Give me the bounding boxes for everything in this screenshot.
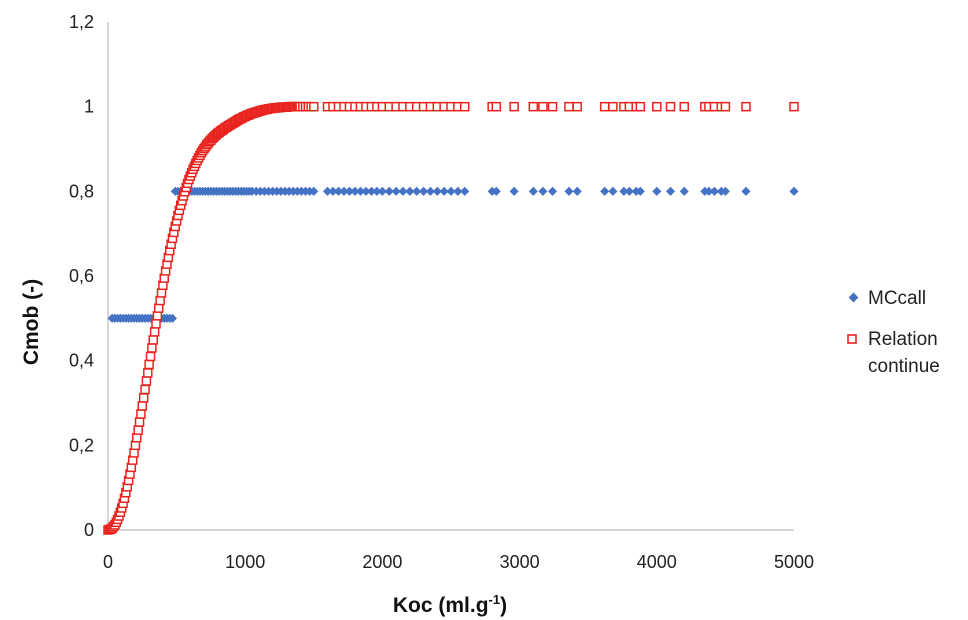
y-tick-label: 1,2 (69, 12, 94, 32)
data-point-relation-continue (720, 101, 731, 112)
data-point-relation-continue (144, 359, 154, 370)
data-point-relation-continue (138, 393, 149, 403)
data-point-mccall (377, 186, 387, 196)
data-point-relation-continue (509, 101, 519, 112)
y-tick-label: 0 (84, 520, 94, 540)
data-point-relation-continue (155, 295, 165, 306)
data-point-mccall (679, 186, 689, 196)
data-point-mccall (405, 186, 415, 196)
legend-item-relation-continue: Relation continue (847, 329, 940, 377)
data-point-relation-continue (599, 101, 610, 112)
data-point-relation-continue (132, 432, 142, 443)
y-axis: 0 0,2 0,4 0,6 0,8 1 1,2 (69, 12, 109, 540)
data-point-mccall (509, 186, 519, 196)
series-mccall (107, 186, 799, 323)
data-point-mccall (548, 186, 558, 196)
x-tick-label: 4000 (637, 552, 677, 572)
legend: MCcall Relation continue (847, 288, 940, 377)
data-point-relation-continue (309, 101, 319, 112)
data-point-relation-continue (130, 440, 141, 451)
y-tick-labels: 0 0,2 0,4 0,6 0,8 1 1,2 (69, 12, 94, 540)
data-point-relation-continue (149, 327, 160, 337)
data-point-relation-continue (145, 351, 156, 362)
y-tick-label: 0,6 (69, 266, 94, 286)
data-point-relation-continue (151, 319, 161, 329)
data-point-relation-continue (133, 425, 143, 435)
data-point-mccall (608, 186, 618, 196)
data-point-relation-continue (564, 101, 574, 112)
data-point-mccall (704, 186, 714, 196)
data-point-mccall (167, 313, 178, 323)
data-point-relation-continue (679, 101, 689, 112)
data-point-mccall (350, 186, 360, 196)
data-point-relation-continue (147, 343, 157, 353)
data-point-relation-continue (134, 417, 145, 427)
data-point-relation-continue (665, 101, 676, 112)
x-tick-labels: 0 1000 2000 3000 4000 5000 (103, 552, 814, 572)
data-point-mccall (344, 186, 354, 196)
legend-marker-diamond (848, 292, 859, 303)
data-point-mccall (665, 186, 676, 196)
data-point-mccall (538, 186, 548, 196)
x-axis-title-main: Koc (ml.g (393, 594, 489, 617)
data-point-relation-continue (528, 101, 539, 112)
y-tick-label: 0,4 (69, 351, 94, 371)
y-axis-title: Cmob (-) (20, 279, 43, 365)
x-tick-label: 3000 (500, 552, 540, 572)
data-point-relation-continue (538, 101, 548, 112)
x-axis-title-superscript: -1 (489, 592, 501, 607)
data-point-mccall (572, 186, 582, 196)
data-point-mccall (391, 186, 401, 196)
data-point-relation-continue (129, 448, 139, 458)
data-point-relation-continue (608, 101, 618, 112)
plot-area (103, 101, 799, 535)
data-point-relation-continue (652, 101, 662, 112)
data-point-mccall (741, 186, 751, 196)
data-point-relation-continue (136, 409, 146, 419)
data-point-mccall (328, 186, 338, 196)
x-axis-title-end: ) (500, 594, 507, 617)
data-point-relation-continue (156, 288, 167, 298)
data-point-relation-continue (143, 368, 153, 378)
data-point-mccall (564, 186, 574, 196)
data-point-relation-continue (137, 401, 148, 411)
legend-label-mccall: MCcall (868, 288, 926, 309)
y-tick-label: 1 (84, 97, 94, 117)
x-axis-title: Koc (ml.g-1) (393, 592, 507, 617)
data-point-relation-continue (148, 335, 159, 345)
data-point-relation-continue (635, 101, 646, 112)
data-point-relation-continue (140, 384, 150, 395)
data-point-mccall (528, 186, 538, 196)
data-point-relation-continue (789, 101, 799, 112)
data-point-mccall (652, 186, 662, 196)
data-point-relation-continue (547, 101, 558, 112)
data-point-mccall (600, 186, 610, 196)
x-tick-label: 2000 (362, 552, 402, 572)
x-tick-label: 0 (103, 552, 113, 572)
legend-item-mccall: MCcall (848, 288, 926, 309)
data-point-relation-continue (152, 311, 163, 321)
data-point-mccall (309, 186, 319, 196)
legend-label-continue: continue (868, 356, 940, 377)
y-tick-label: 0,2 (69, 435, 94, 455)
y-tick-label: 0,8 (69, 181, 94, 201)
series-relation-continue (103, 101, 799, 535)
data-point-relation-continue (459, 101, 470, 112)
data-point-mccall (460, 186, 470, 196)
data-point-relation-continue (154, 303, 164, 313)
legend-marker-square (847, 334, 857, 344)
x-tick-label: 5000 (774, 552, 814, 572)
x-tick-label: 1000 (225, 552, 265, 572)
data-point-mccall (789, 186, 799, 196)
data-point-mccall (453, 186, 463, 196)
data-point-mccall (372, 186, 382, 196)
data-point-relation-continue (741, 101, 751, 112)
x-axis: 0 1000 2000 3000 4000 5000 (103, 529, 814, 572)
data-point-mccall (322, 186, 333, 196)
legend-label-relation: Relation (868, 329, 938, 350)
data-point-relation-continue (572, 101, 582, 112)
data-point-relation-continue (141, 376, 152, 386)
data-point-relation-continue (491, 101, 502, 112)
